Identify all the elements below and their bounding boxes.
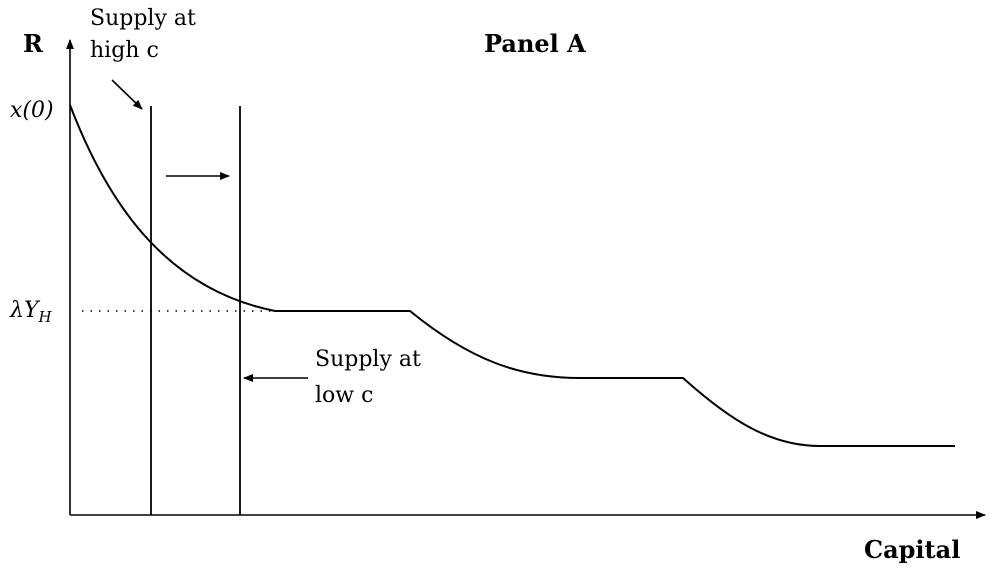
y-tick-x0: x(0) [10,98,54,123]
y-axis-label: R [23,29,44,58]
annotation-high-c-line1: Supply at [90,6,196,31]
annotation-low-c-line2: low c [315,383,373,408]
svg-text:λYH: λYH [9,298,52,326]
y-tick-Y: Y [24,298,41,323]
high-c-pointer-arrow [111,79,143,110]
y-tick-subscript: H [37,308,52,326]
annotation-high-c-line2: high c [90,38,159,63]
panel-title: Panel A [484,29,586,58]
y-tick-lambda-YH: λYH [9,298,52,326]
x-axis-label: Capital [864,535,960,564]
y-tick-lambda: λ [9,298,24,323]
demand-curve [69,104,955,447]
annotation-low-c-line1: Supply at [315,347,421,372]
